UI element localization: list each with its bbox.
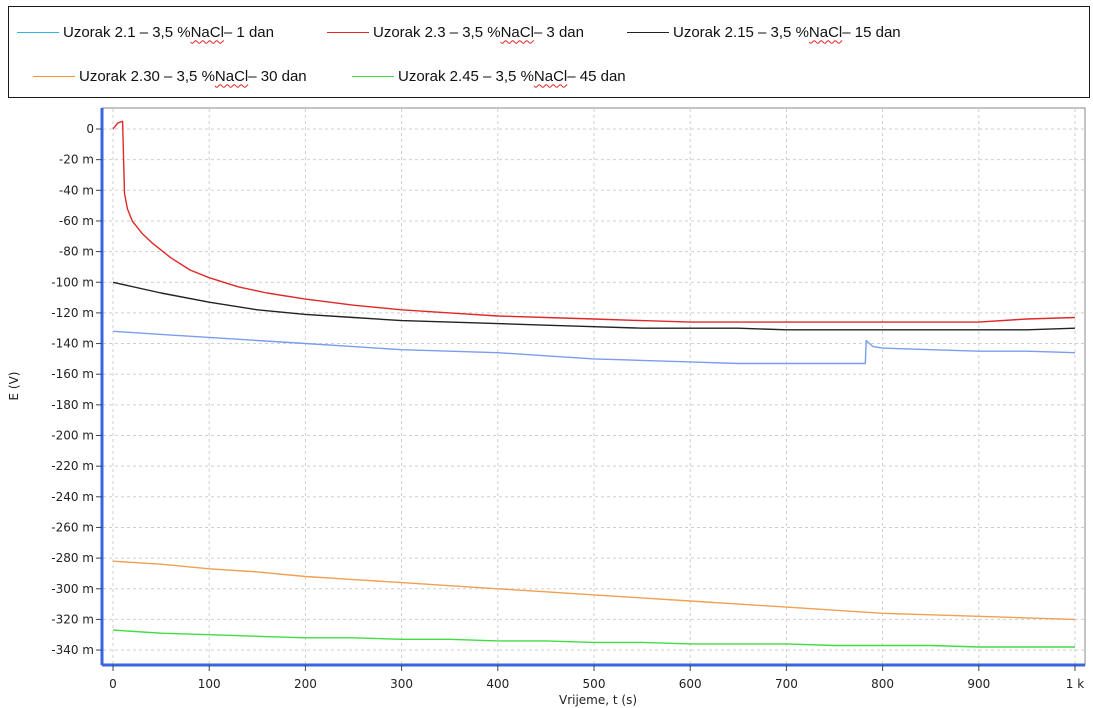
y-tick-label: -240 m bbox=[51, 490, 94, 504]
y-tick-label: -300 m bbox=[51, 582, 94, 596]
y-tick-label: -140 m bbox=[51, 337, 94, 351]
series-line-1 bbox=[112, 330, 1076, 365]
legend-label-series-3-b: NaCl bbox=[808, 23, 843, 41]
chart-legend: Uzorak 2.1 – 3,5 % NaCl – 1 dan Uzorak 2… bbox=[8, 6, 1090, 98]
x-tick-label: 800 bbox=[871, 677, 894, 691]
grid-lines bbox=[103, 109, 1084, 664]
legend-swatch-series-1 bbox=[17, 31, 59, 33]
y-tick-label: 0 bbox=[86, 122, 94, 136]
x-axis-title: Vrijeme, t (s) bbox=[559, 693, 637, 707]
y-axis-title: E (V) bbox=[7, 372, 21, 401]
legend-label-series-3-c: – 15 dan bbox=[842, 23, 901, 41]
legend-swatch-series-2 bbox=[327, 31, 369, 33]
y-tick-label: -120 m bbox=[51, 306, 94, 320]
y-tick-label: -20 m bbox=[59, 153, 94, 167]
x-tick-label: 500 bbox=[583, 677, 606, 691]
x-tick-label: 600 bbox=[679, 677, 702, 691]
chart-area: 0 -20 m -40 m -60 m -80 m -100 m -120 m -140 m -… bbox=[0, 98, 1093, 708]
legend-label-series-1-b: NaCl bbox=[190, 23, 224, 41]
x-axis-ticks: 0 100 200 300 400 500 600 700 800 900 1 k bbox=[109, 665, 1084, 691]
x-tick-label: 100 bbox=[198, 677, 221, 691]
x-tick-label: 300 bbox=[390, 677, 413, 691]
legend-item-series-2: Uzorak 2.3 – 3,5 % NaCl – 3 dan bbox=[327, 23, 584, 41]
y-tick-label: -340 m bbox=[51, 643, 94, 657]
legend-swatch-series-5 bbox=[352, 75, 394, 77]
legend-label-series-5-b: NaCl bbox=[533, 67, 568, 85]
legend-item-series-1: Uzorak 2.1 – 3,5 % NaCl – 1 dan bbox=[17, 23, 274, 41]
y-tick-label: -80 m bbox=[59, 245, 94, 259]
legend-item-series-5: Uzorak 2.45 – 3,5 % NaCl – 45 dan bbox=[352, 67, 626, 85]
y-tick-label: -180 m bbox=[51, 398, 94, 412]
legend-label-series-2-c: – 3 dan bbox=[533, 23, 584, 41]
y-tick-label: -160 m bbox=[51, 367, 94, 381]
x-tick-label: 1 k bbox=[1066, 677, 1084, 691]
legend-label-series-2-b: NaCl bbox=[500, 23, 534, 41]
series-line-2 bbox=[112, 120, 1076, 323]
series-line-3 bbox=[112, 281, 1076, 331]
legend-label-series-5-a: Uzorak 2.45 – 3,5 % bbox=[398, 67, 534, 85]
legend-item-series-3: Uzorak 2.15 – 3,5 % NaCl – 15 dan bbox=[627, 23, 901, 41]
legend-label-series-4-c: – 30 dan bbox=[248, 67, 307, 85]
x-tick-label: 700 bbox=[775, 677, 798, 691]
legend-item-series-4: Uzorak 2.30 – 3,5 % NaCl – 30 dan bbox=[33, 67, 307, 85]
series-line-5 bbox=[112, 629, 1075, 648]
x-tick-label: 400 bbox=[486, 677, 509, 691]
y-tick-label: -320 m bbox=[51, 612, 94, 626]
y-tick-label: -100 m bbox=[51, 275, 94, 289]
y-tick-label: -280 m bbox=[51, 551, 94, 565]
legend-label-series-4-b: NaCl bbox=[214, 67, 249, 85]
legend-label-series-5-c: – 45 dan bbox=[567, 67, 626, 85]
x-tick-label: 0 bbox=[109, 677, 117, 691]
y-axis-ticks: 0 -20 m -40 m -60 m -80 m -100 m -120 m -140 m -… bbox=[51, 122, 102, 657]
legend-label-series-2-a: Uzorak 2.3 – 3,5 % bbox=[373, 23, 501, 41]
y-tick-label: -200 m bbox=[51, 429, 94, 443]
legend-swatch-series-4 bbox=[33, 75, 75, 77]
legend-label-series-3-a: Uzorak 2.15 – 3,5 % bbox=[673, 23, 809, 41]
legend-label-series-1-a: Uzorak 2.1 – 3,5 % bbox=[63, 23, 191, 41]
y-tick-label: -40 m bbox=[59, 183, 94, 197]
x-tick-label: 900 bbox=[967, 677, 990, 691]
legend-swatch-series-3 bbox=[627, 31, 669, 33]
legend-label-series-1-c: – 1 dan bbox=[223, 23, 274, 41]
y-tick-label: -60 m bbox=[59, 214, 94, 228]
y-tick-label: -220 m bbox=[51, 459, 94, 473]
series-line-4 bbox=[112, 560, 1076, 621]
y-tick-label: -260 m bbox=[51, 520, 94, 534]
x-tick-label: 200 bbox=[294, 677, 317, 691]
legend-label-series-4-a: Uzorak 2.30 – 3,5 % bbox=[79, 67, 215, 85]
series-lines bbox=[112, 120, 1076, 648]
